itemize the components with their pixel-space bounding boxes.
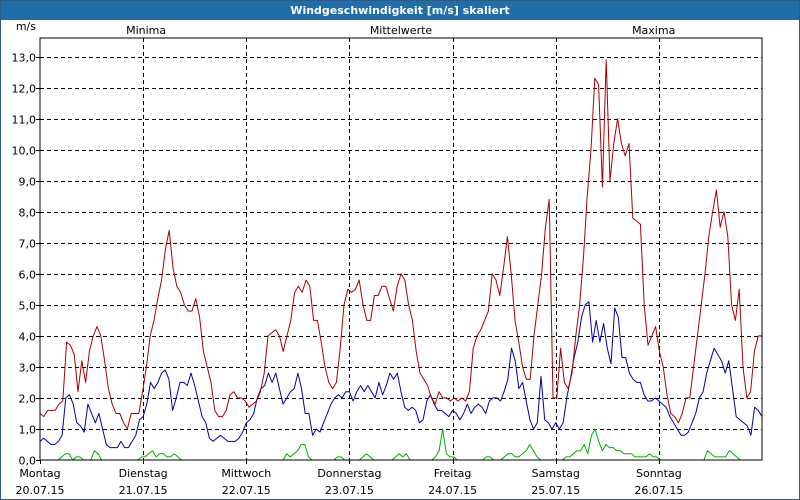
legend-minima: Minima (126, 24, 166, 37)
y-tick-label: 3,0 (19, 362, 37, 375)
day-name-label: Donnerstag (317, 467, 381, 480)
y-tick-label: 12,0 (12, 83, 37, 96)
y-tick-label: 13,0 (12, 52, 37, 65)
series-line-mittelwerte (39, 301, 763, 449)
day-date-label: 26.07.15 (634, 484, 683, 497)
series-line-maxima (39, 59, 762, 430)
y-tick-label: 7,0 (19, 238, 37, 251)
legend-maxima: Maxima (632, 24, 675, 37)
y-tick-label: 8,0 (19, 207, 37, 220)
y-tick-label: 5,0 (19, 300, 37, 313)
day-name-label: Dienstag (119, 467, 168, 480)
day-date-label: 22.07.15 (222, 484, 271, 497)
day-name-label: Mittwoch (221, 467, 271, 480)
y-tick-label: 4,0 (19, 331, 37, 344)
day-date-label: 24.07.15 (428, 484, 477, 497)
day-date-label: 21.07.15 (119, 484, 168, 497)
y-tick-label: 10,0 (12, 145, 37, 158)
day-name-label: Sonntag (636, 467, 682, 480)
day-date-label: 25.07.15 (531, 484, 580, 497)
day-name-label: Samstag (532, 467, 580, 480)
y-tick-label: 0,0 (19, 455, 37, 468)
y-axis-label: m/s (16, 20, 36, 33)
y-tick-label: 11,0 (12, 114, 37, 127)
window-title: Windgeschwindigkeit [m/s] skaliert (1, 1, 799, 20)
y-tick-label: 2,0 (19, 393, 37, 406)
plot-border (39, 37, 763, 461)
day-name-label: Montag (19, 467, 60, 480)
day-date-label: 23.07.15 (325, 484, 374, 497)
y-tick-label: 1,0 (19, 424, 37, 437)
y-tick-label: 6,0 (19, 269, 37, 282)
y-tick-label: 9,0 (19, 176, 37, 189)
legend-mittelwerte: Mittelwerte (370, 24, 433, 37)
day-date-label: 20.07.15 (16, 484, 65, 497)
day-name-label: Freitag (434, 467, 472, 480)
series-line-minima (40, 428, 762, 461)
